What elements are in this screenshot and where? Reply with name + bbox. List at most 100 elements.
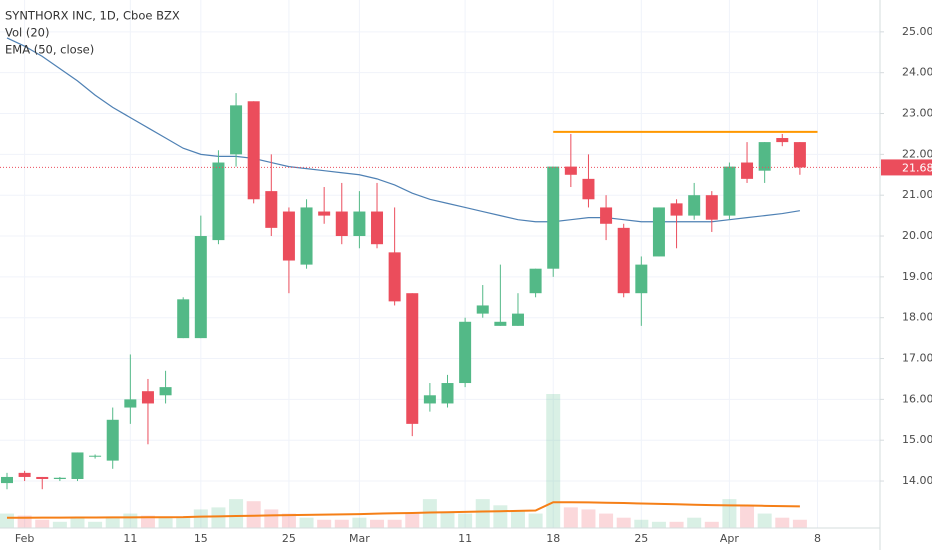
volume-bar	[440, 511, 455, 528]
volume-bar	[229, 499, 244, 528]
volume-bar	[317, 519, 332, 528]
candle-body	[476, 305, 489, 314]
candle-body	[406, 293, 419, 424]
volume-bar	[704, 521, 719, 528]
candle-body	[335, 211, 348, 237]
candle-body	[371, 211, 384, 245]
volume-bar	[140, 515, 155, 528]
candle-body	[494, 321, 507, 326]
volume-bar	[669, 521, 684, 528]
y-tick-label: 24.00	[902, 66, 932, 79]
volume-bar	[740, 505, 755, 528]
x-tick-label: 11	[458, 532, 472, 545]
ema-line	[6, 37, 800, 223]
y-tick-label: 14.00	[902, 474, 932, 487]
last-price-tag	[881, 159, 932, 176]
volume-bar	[475, 499, 490, 528]
candle-body	[36, 476, 49, 479]
candle-body	[723, 166, 736, 216]
volume-pane	[0, 394, 807, 528]
volume-bar	[634, 519, 649, 528]
candle-body	[71, 452, 84, 479]
candle-body	[758, 142, 771, 171]
candle-body	[89, 455, 102, 457]
candle-body	[600, 207, 613, 224]
candle-body	[106, 419, 119, 461]
candle-body	[124, 399, 137, 408]
volume-bar	[757, 513, 772, 528]
chart-title: SYNTHORX INC, 1D, Cboe BZX	[5, 9, 180, 23]
candle-body	[776, 138, 789, 143]
y-tick-label: 15.00	[902, 433, 932, 446]
volume-bar	[352, 517, 367, 528]
x-tick-label: Apr	[720, 532, 740, 545]
candle-body	[194, 236, 207, 339]
candle-body	[212, 162, 225, 241]
volume-bar	[35, 519, 50, 528]
candle-body	[141, 391, 154, 404]
y-tick-label: 25.00	[902, 25, 932, 38]
volume-bar	[493, 505, 508, 528]
volume-bar	[458, 513, 473, 528]
x-tick-label: 11	[123, 532, 137, 545]
candle-body	[652, 207, 665, 257]
last-price-label: 21.68	[902, 161, 932, 174]
legend-ema: EMA (50, close)	[5, 43, 94, 57]
volume-bar	[581, 509, 596, 528]
volume-ma-line	[7, 501, 800, 519]
candle-body	[177, 299, 190, 339]
legend: SYNTHORX INC, 1D, Cboe BZX Vol (20) EMA …	[5, 9, 180, 57]
candle-body	[741, 162, 754, 179]
x-tick-label: Feb	[15, 532, 34, 545]
candle-body	[547, 166, 560, 269]
x-tick-label: 15	[194, 532, 208, 545]
x-tick-label: 25	[634, 532, 648, 545]
grid	[0, 0, 880, 528]
volume-bar	[246, 501, 261, 528]
volume-bar	[546, 394, 561, 528]
candle-body	[53, 477, 66, 479]
volume-bar	[176, 517, 191, 528]
volume-bar	[105, 517, 120, 528]
candle-body	[1, 476, 13, 484]
y-tick-label: 20.00	[902, 229, 932, 242]
y-tick-label: 22.00	[902, 147, 932, 160]
volume-bar	[52, 521, 67, 528]
y-tick-label: 16.00	[902, 392, 932, 405]
volume-bar	[387, 519, 402, 528]
volume-bar	[775, 517, 790, 528]
volume-bar	[299, 517, 314, 528]
candle-body	[388, 252, 401, 302]
volume-bar	[722, 499, 737, 528]
candle-body	[265, 191, 278, 228]
candle-body	[617, 227, 630, 294]
x-tick-label: 25	[282, 532, 296, 545]
candle-body	[705, 195, 718, 220]
volume-bar	[792, 519, 807, 528]
volume-bar	[281, 513, 296, 528]
candle-body	[793, 142, 806, 168]
volume-bar	[88, 521, 103, 528]
volume-bar	[422, 499, 437, 528]
candle-body	[18, 472, 31, 477]
candle-body	[318, 211, 331, 216]
volume-bar	[70, 517, 85, 528]
candle-body	[423, 395, 436, 404]
volume-bar	[158, 517, 173, 528]
volume-bar	[264, 509, 279, 528]
volume-bar	[123, 513, 138, 528]
volume-bar	[17, 515, 32, 528]
volume-bar	[651, 521, 666, 528]
candle-body	[635, 264, 648, 294]
candle-body	[511, 313, 524, 326]
candle-body	[564, 166, 577, 175]
y-tick-label: 19.00	[902, 270, 932, 283]
volume-bar	[687, 517, 702, 528]
candle-body	[159, 387, 172, 396]
volume-bar	[405, 513, 420, 528]
volume-bar	[0, 513, 14, 528]
volume-bar	[211, 507, 226, 528]
y-tick-label: 23.00	[902, 107, 932, 120]
x-tick-label: 8	[814, 532, 821, 545]
